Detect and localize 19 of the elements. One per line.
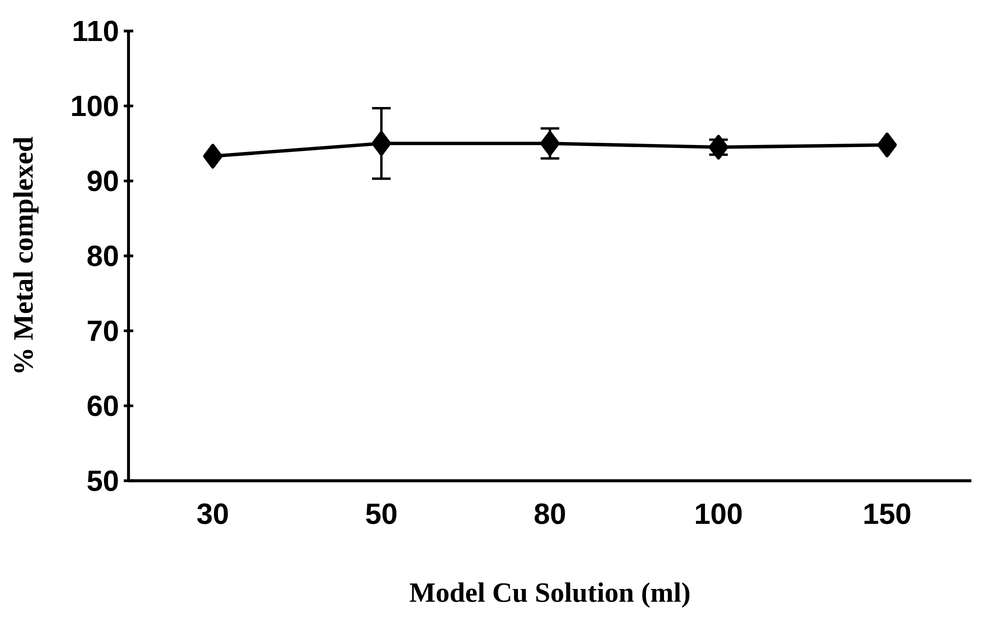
x-tick-label: 80 [534,503,565,524]
y-axis-title: % Metal complexed [13,136,39,372]
y-tick-label: 50 [87,470,118,492]
x-tick-label: 100 [696,503,742,524]
x-tick-label: 50 [366,503,396,524]
y-tick-label: 80 [88,246,118,266]
point [372,131,392,156]
y-tick-label: 110 [74,20,118,42]
y-tick-label: 90 [88,170,118,192]
point [540,131,560,156]
x-tick-label: 30 [197,503,228,524]
point [203,144,222,169]
point [708,134,728,160]
y-tick-label: 60 [88,396,118,416]
y-tick-label: 100 [72,96,118,116]
x-tick-label: 150 [864,503,910,524]
y-tick-label: 70 [88,320,118,342]
x-axis-title: Model Cu Solution (ml) [410,582,690,608]
point [877,132,897,158]
